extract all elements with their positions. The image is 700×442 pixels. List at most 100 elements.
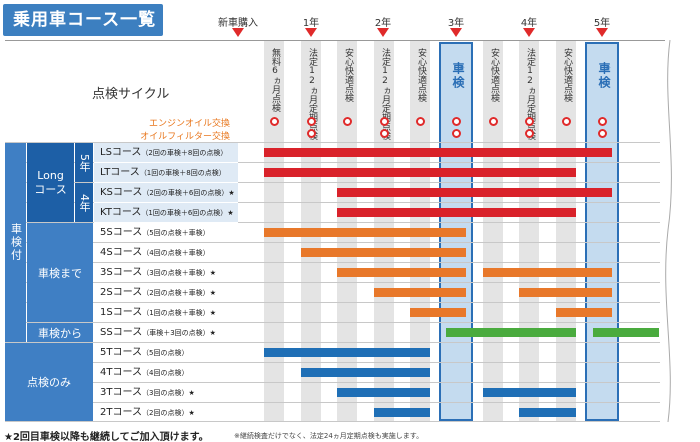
oil-filter-label: オイルフィルター交換 — [140, 132, 230, 142]
course-row-ks: KSコース（2回の車検＋6回の点検）★ — [100, 183, 235, 203]
group-long-course: Longコース — [27, 143, 74, 222]
group-shaken-tsuki: 車検付 — [5, 143, 26, 342]
oil-filter-circle-icon — [380, 129, 389, 138]
group-four-year: 4年 — [75, 183, 93, 222]
course-detail: （3回の点検） — [141, 389, 189, 397]
course-bar-ss-2 — [593, 328, 659, 337]
engine-oil-circle-icon — [343, 117, 352, 126]
column-header-anshin-4: 安心快適点検 — [562, 48, 572, 102]
course-detail: （車検＋3回の点検） — [142, 329, 210, 337]
course-bar-5s — [264, 228, 466, 237]
timeline-arrow-icon — [305, 28, 317, 37]
course-name: 3Tコース — [100, 387, 142, 398]
course-detail: （2回の車検＋6回の点検） — [142, 189, 229, 197]
timeline-arrow-icon — [523, 28, 535, 37]
column-header-shaken-1: 車検 — [451, 62, 465, 90]
course-bar-ks — [337, 188, 612, 197]
row-divider — [5, 421, 660, 422]
course-detail: （4回の点検＋車検） — [142, 249, 210, 257]
column-header-anshin-1: 安心快適点検 — [343, 48, 353, 102]
shaken-note-mark: ※ — [459, 64, 465, 72]
timeline-arrow-icon — [450, 28, 462, 37]
course-detail: （2回の車検＋8回の点検） — [141, 149, 228, 157]
column-header-12month-3: 法定12ヵ月定期点検 — [525, 48, 535, 140]
row-divider — [5, 402, 660, 403]
course-row-ls: LSコース（2回の車検＋8回の点検） — [100, 143, 227, 163]
course-row-1s: 1Sコース（1回の点検＋車検）★ — [100, 303, 216, 323]
timeline-arrow-icon — [596, 28, 608, 37]
timeline-year3-label: 3年 — [447, 18, 465, 29]
timeline-year1-label: 1年 — [302, 18, 320, 29]
course-detail: （4回の点検） — [141, 369, 189, 377]
course-name: 4Sコース — [100, 247, 143, 258]
course-name: 5Tコース — [100, 347, 142, 358]
group-shaken-made: 車検まで — [27, 223, 93, 322]
row-divider — [5, 242, 660, 243]
course-bar-lt — [264, 168, 576, 177]
row-divider — [5, 382, 660, 383]
timeline-year4-label: 4年 — [520, 18, 538, 29]
course-bar-ls — [264, 148, 612, 157]
course-name: 4Tコース — [100, 367, 142, 378]
course-detail: （2回の点検） — [141, 409, 189, 417]
engine-oil-circle-icon — [380, 117, 389, 126]
course-detail: （1回の車検＋6回の点検） — [141, 209, 228, 217]
row-divider — [5, 342, 660, 343]
course-bar-3s-1 — [337, 268, 466, 277]
course-row-lt: LTコース（1回の車検＋8回の点検） — [100, 163, 226, 183]
oil-filter-circle-icon — [307, 129, 316, 138]
engine-oil-circle-icon — [452, 117, 461, 126]
course-row-ss: SSコース（車検＋3回の点検）★ — [100, 323, 216, 343]
course-mark: ★ — [209, 309, 216, 317]
course-row-3t: 3Tコース（3回の点検）★ — [100, 383, 195, 403]
course-mark: ★ — [228, 189, 235, 197]
column-header-anshin-3: 安心快適点検 — [489, 48, 499, 102]
course-name: 2Sコース — [100, 287, 143, 298]
course-detail: （2回の点検＋車検） — [142, 289, 210, 297]
row-divider — [5, 222, 660, 223]
course-bar-3t-1 — [337, 388, 430, 397]
timeline-year2-label: 2年 — [374, 18, 392, 29]
timeline-year5-label: 5年 — [593, 18, 611, 29]
course-bar-3t-2 — [483, 388, 576, 397]
engine-oil-circle-icon — [489, 117, 498, 126]
course-row-kt: KTコース（1回の車検＋6回の点検）★ — [100, 203, 234, 223]
column-header-anshin-2: 安心快適点検 — [416, 48, 426, 102]
course-name: KSコース — [100, 187, 143, 198]
group-tenken-nomi: 点検のみ — [5, 343, 93, 421]
row-divider — [5, 142, 660, 143]
engine-oil-circle-icon — [598, 117, 607, 126]
row-divider — [5, 362, 660, 363]
page-title: 乗用車コース一覧 — [3, 4, 163, 36]
row-divider — [5, 202, 660, 203]
course-name: SSコース — [100, 327, 143, 338]
course-mark: ★ — [209, 329, 216, 337]
course-mark: ★ — [188, 409, 195, 417]
course-cell — [94, 143, 238, 163]
timeline-arrow-icon — [232, 28, 244, 37]
shaken-note-mark: ※ — [605, 64, 611, 72]
course-mark: ★ — [209, 269, 216, 277]
course-bar-4t — [301, 368, 430, 377]
course-row-3s: 3Sコース（3回の点検＋車検）★ — [100, 263, 216, 283]
course-mark: ★ — [209, 289, 216, 297]
course-cell — [94, 183, 238, 203]
course-row-4t: 4Tコース（4回の点検） — [100, 363, 188, 383]
group-five-year: 5年 — [75, 143, 93, 182]
oil-filter-circle-icon — [525, 129, 534, 138]
course-name: 1Sコース — [100, 307, 143, 318]
row-divider — [5, 322, 660, 323]
course-detail: （5回の点検） — [141, 349, 189, 357]
course-bar-1s-1 — [410, 308, 466, 317]
timeline-arrow-icon — [377, 28, 389, 37]
course-detail: （1回の車検＋8回の点検） — [139, 169, 226, 177]
course-row-5s: 5Sコース（5回の点検＋車検） — [100, 223, 210, 243]
course-row-2t: 2Tコース（2回の点検）★ — [100, 403, 195, 423]
course-name: 3Sコース — [100, 267, 143, 278]
footer-continuation-note: ★2回目車検以降も継続してご加入頂けます。 — [4, 432, 209, 442]
footer-shaken-note: ※継続検査だけでなく、法定24ヵ月定期点検も実施します。 — [234, 432, 424, 440]
engine-oil-circle-icon — [416, 117, 425, 126]
course-mark: ★ — [188, 389, 195, 397]
course-bar-2t-1 — [374, 408, 430, 417]
course-cell — [94, 163, 238, 183]
